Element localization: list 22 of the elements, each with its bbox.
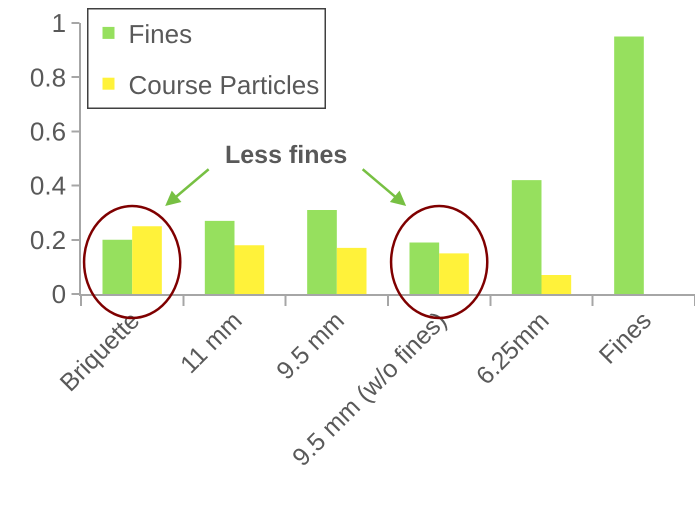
y-tick-label: 0.2: [30, 224, 66, 255]
x-tick-label: 11 mm: [175, 306, 248, 380]
bar: [542, 275, 572, 294]
bar: [336, 248, 367, 294]
y-tick-label: 1: [52, 8, 66, 38]
annotation: Less fines: [225, 141, 348, 169]
bar: [614, 36, 644, 294]
y-tick-label: 0: [52, 279, 66, 310]
bar: [234, 245, 264, 294]
y-tick-label: 0.8: [30, 62, 66, 92]
bar: [102, 240, 132, 294]
legend-label: Course Particles: [128, 70, 320, 100]
bar: [307, 210, 337, 294]
legend-label: Fines: [128, 19, 192, 50]
y-tick-label: 0.6: [30, 116, 66, 146]
bar: [409, 242, 440, 294]
bar: [204, 220, 234, 294]
bar: [132, 226, 162, 294]
bar: [512, 180, 542, 294]
bar: [439, 253, 469, 294]
y-tick-label: 0.4: [30, 170, 66, 201]
x-tick-label: 9.5 mm: [271, 306, 350, 386]
